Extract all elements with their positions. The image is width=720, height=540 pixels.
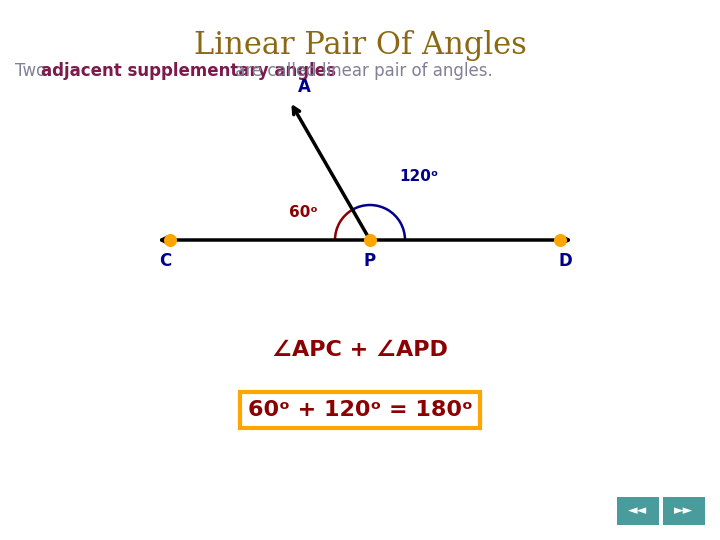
Text: 60ᵒ: 60ᵒ <box>289 205 318 220</box>
Text: C: C <box>159 252 171 270</box>
FancyBboxPatch shape <box>240 392 480 428</box>
Text: are called linear pair of angles.: are called linear pair of angles. <box>230 62 492 80</box>
Text: ∠APC + ∠APD: ∠APC + ∠APD <box>272 340 448 360</box>
Text: P: P <box>364 252 376 270</box>
Point <box>164 235 176 244</box>
FancyBboxPatch shape <box>617 497 659 525</box>
Text: A: A <box>298 78 311 97</box>
Text: 120ᵒ: 120ᵒ <box>400 169 438 184</box>
Text: adjacent supplementary angles: adjacent supplementary angles <box>41 62 336 80</box>
Text: D: D <box>558 252 572 270</box>
Text: ►►: ►► <box>675 504 693 517</box>
Text: Linear Pair Of Angles: Linear Pair Of Angles <box>194 30 526 61</box>
Text: 60ᵒ + 120ᵒ = 180ᵒ: 60ᵒ + 120ᵒ = 180ᵒ <box>248 400 472 420</box>
Point <box>364 235 376 244</box>
Point <box>554 235 566 244</box>
Text: Two: Two <box>15 62 52 80</box>
Text: ◄◄: ◄◄ <box>629 504 647 517</box>
FancyBboxPatch shape <box>663 497 705 525</box>
